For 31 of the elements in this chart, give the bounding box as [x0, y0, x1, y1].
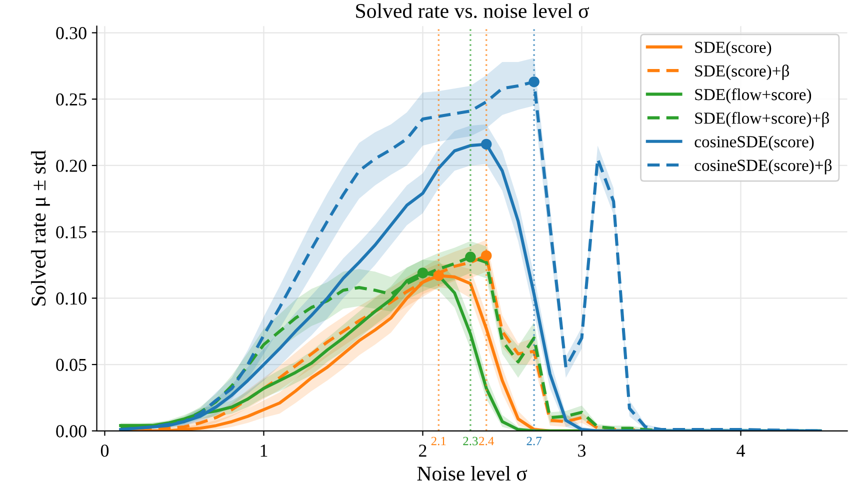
x-tick-label: 2 [419, 444, 426, 457]
point [480, 138, 492, 150]
point [433, 270, 444, 281]
y-tick-label: 0.25 [56, 93, 86, 106]
point [417, 268, 428, 278]
legend-label: SDE(score) [695, 41, 772, 56]
ref-line-label: 2.7 [526, 436, 542, 446]
point [465, 252, 476, 262]
point [480, 250, 492, 262]
point [528, 76, 540, 88]
legend-label: cosineSDE(score)+β [694, 159, 832, 174]
chart-title: Solved rate vs. noise level σ [356, 3, 590, 18]
x-axis-title: Noise level σ [417, 466, 528, 481]
y-tick-label: 0.20 [56, 160, 86, 172]
x-tick-label: 0 [100, 444, 109, 457]
y-tick-label: 0.10 [56, 292, 86, 305]
legend-label: SDE(score)+β [695, 64, 790, 80]
ref-line-label: 2.4 [479, 436, 494, 446]
y-tick-label: 0.15 [56, 226, 86, 238]
x-tick-label: 4 [736, 444, 745, 457]
ref-line-label: 2.3 [463, 436, 478, 446]
ref-line-label: 2.1 [431, 436, 446, 446]
legend-label: SDE(flow+score)+β [695, 112, 829, 128]
legend-label: SDE(flow+score) [695, 88, 812, 104]
y-tick-label: 0.30 [56, 27, 86, 40]
x-tick-label: 3 [578, 444, 586, 457]
y-axis-title: Solved rate μ ± std [31, 150, 50, 306]
y-tick-label: 0.05 [56, 358, 86, 372]
legend-label: cosineSDE(score) [694, 136, 814, 151]
y-tick-label: 0.00 [56, 425, 86, 438]
x-tick-label: 1 [260, 444, 268, 457]
